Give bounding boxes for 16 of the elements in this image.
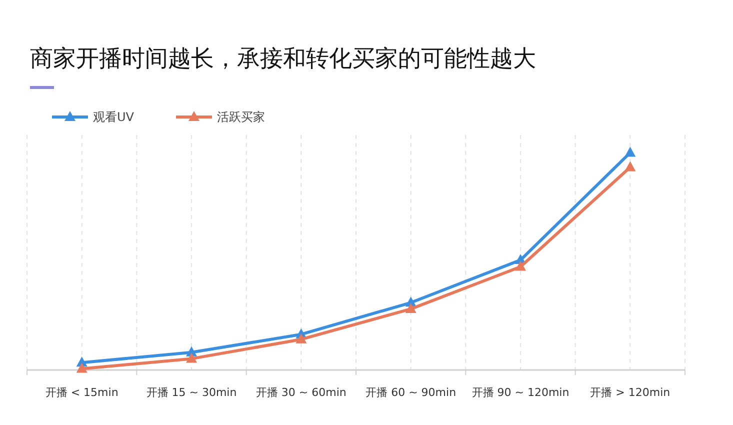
- legend-label: 活跃买家: [217, 110, 265, 124]
- point: [76, 362, 88, 373]
- point: [296, 333, 307, 344]
- chart-title: 商家开播时间越长，承接和转化买家的可能性越大: [30, 46, 536, 72]
- point: [405, 302, 416, 313]
- x-tick-label: 开播 30 ~ 60min: [256, 386, 346, 399]
- x-tick-label: 开播 60 ~ 90min: [366, 386, 456, 399]
- point: [515, 260, 526, 271]
- point: [186, 352, 197, 363]
- x-tick-label: 开播 90 ~ 120min: [472, 386, 570, 399]
- point: [624, 161, 636, 172]
- x-tick-label: 开播 < 15min: [45, 386, 118, 399]
- x-tick-label: 开播 15 ~ 30min: [146, 386, 237, 399]
- legend-label: 观看UV: [93, 110, 135, 124]
- x-tick-label: 开播 > 120min: [590, 386, 670, 399]
- point: [624, 146, 636, 157]
